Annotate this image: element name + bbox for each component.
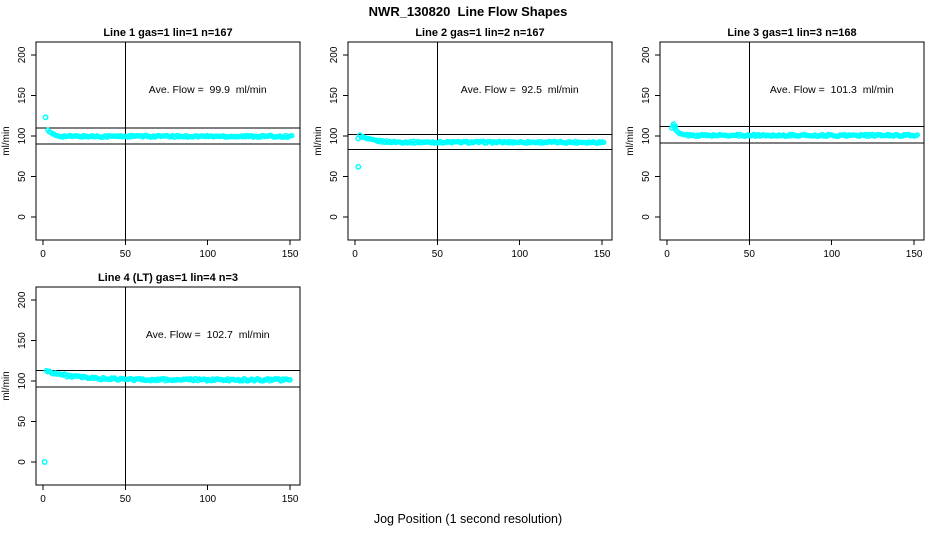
y-tick-label: 100 bbox=[329, 127, 340, 144]
x-tick-label: 0 bbox=[664, 249, 670, 260]
line-3-plot: Line 3 gas=1 lin=3 n=168 0 50 100 150 0 50 100 1… bbox=[625, 27, 925, 260]
panel-title: Line 1 gas=1 lin=1 n=167 bbox=[103, 27, 232, 39]
outlier-point bbox=[42, 114, 49, 121]
data-point bbox=[289, 132, 295, 139]
x-tick-label: 0 bbox=[352, 249, 358, 260]
data-point bbox=[601, 139, 607, 146]
plot-box bbox=[35, 41, 301, 241]
outlier-point bbox=[355, 163, 362, 170]
y-axis: 0 50 100 150 200 bbox=[329, 46, 348, 220]
x-tick-label: 0 bbox=[40, 494, 46, 505]
y-tick-label: 150 bbox=[17, 332, 28, 349]
x-tick-label: 150 bbox=[282, 249, 299, 260]
panel-line-3: Line 3 gas=1 lin=3 n=168 0 50 100 150 0 50 100 1… bbox=[624, 22, 936, 267]
y-tick-label: 50 bbox=[641, 170, 652, 182]
panel-title: Line 2 gas=1 lin=2 n=167 bbox=[415, 27, 544, 39]
x-axis: 0 50 100 150 bbox=[40, 485, 299, 505]
y-tick-label: 150 bbox=[17, 87, 28, 104]
y-tick-label: 100 bbox=[17, 372, 28, 389]
x-axis-outer-label: Jog Position (1 second resolution) bbox=[373, 512, 563, 526]
outlier-point bbox=[672, 123, 679, 130]
x-tick-label: 50 bbox=[744, 249, 756, 260]
y-tick-label: 100 bbox=[17, 127, 28, 144]
panel-line-1: Line 1 gas=1 lin=1 n=167 0 50 100 150 0 50 100 1… bbox=[0, 22, 312, 267]
ave-flow-annotation: Ave. Flow = 101.3 ml/min bbox=[770, 84, 894, 96]
x-tick-label: 150 bbox=[906, 249, 923, 260]
panel-title: Line 4 (LT) gas=1 lin=4 n=3 bbox=[98, 272, 238, 284]
x-tick-label: 150 bbox=[282, 494, 299, 505]
panel-line-4: Line 4 (LT) gas=1 lin=4 n=3 0 50 100 150 0 50 1… bbox=[0, 267, 312, 512]
x-tick-label: 50 bbox=[120, 494, 132, 505]
plot-box bbox=[659, 41, 925, 241]
x-tick-label: 100 bbox=[823, 249, 840, 260]
plot-box bbox=[35, 286, 301, 486]
y-tick-label: 150 bbox=[329, 87, 340, 104]
x-tick-label: 150 bbox=[594, 249, 611, 260]
plot-box bbox=[347, 41, 613, 241]
y-tick-label: 200 bbox=[641, 46, 652, 63]
y-tick-label: 50 bbox=[329, 170, 340, 182]
y-axis: 0 50 100 150 200 bbox=[641, 46, 660, 220]
data-point bbox=[287, 377, 293, 383]
figure-title: NWR_130820 Line Flow Shapes bbox=[368, 4, 568, 19]
data-point bbox=[914, 132, 921, 138]
x-tick-label: 50 bbox=[432, 249, 444, 260]
y-axis-label: ml/min bbox=[625, 126, 636, 155]
x-axis: 0 50 100 150 bbox=[40, 240, 299, 260]
x-tick-label: 50 bbox=[120, 249, 132, 260]
y-axis: 0 50 100 150 200 bbox=[17, 46, 36, 220]
y-tick-label: 0 bbox=[641, 214, 652, 220]
x-axis: 0 50 100 150 bbox=[664, 240, 923, 260]
y-axis-label: ml/min bbox=[313, 126, 324, 155]
data-points-layer bbox=[355, 132, 607, 170]
x-tick-label: 0 bbox=[40, 249, 46, 260]
y-tick-label: 0 bbox=[17, 459, 28, 465]
ave-flow-annotation: Ave. Flow = 102.7 ml/min bbox=[146, 329, 270, 341]
data-points-layer bbox=[668, 121, 921, 140]
outlier-point bbox=[41, 459, 48, 465]
y-tick-label: 50 bbox=[17, 415, 28, 427]
line-2-plot: Line 2 gas=1 lin=2 n=167 0 50 100 150 0 50 100 1… bbox=[313, 27, 613, 260]
x-tick-label: 100 bbox=[199, 494, 216, 505]
panel-line-2: Line 2 gas=1 lin=2 n=167 0 50 100 150 0 50 100 1… bbox=[312, 22, 624, 267]
line-4-plot: Line 4 (LT) gas=1 lin=4 n=3 0 50 100 150 0 50 1… bbox=[1, 272, 301, 505]
data-points-layer bbox=[42, 114, 295, 141]
y-tick-label: 100 bbox=[641, 127, 652, 144]
y-tick-label: 150 bbox=[641, 87, 652, 104]
y-tick-label: 50 bbox=[17, 170, 28, 182]
x-tick-label: 100 bbox=[199, 249, 216, 260]
x-tick-label: 100 bbox=[511, 249, 528, 260]
ave-flow-annotation: Ave. Flow = 92.5 ml/min bbox=[461, 84, 579, 96]
y-tick-label: 200 bbox=[329, 46, 340, 63]
x-axis: 0 50 100 150 bbox=[352, 240, 611, 260]
y-axis-label: ml/min bbox=[1, 371, 12, 400]
line-1-plot: Line 1 gas=1 lin=1 n=167 0 50 100 150 0 50 100 1… bbox=[1, 27, 301, 260]
y-axis: 0 50 100 150 200 bbox=[17, 291, 36, 465]
y-axis-label: ml/min bbox=[1, 126, 12, 155]
y-tick-label: 0 bbox=[329, 214, 340, 220]
y-tick-label: 200 bbox=[17, 291, 28, 308]
outlier-point bbox=[355, 135, 362, 142]
ave-flow-annotation: Ave. Flow = 99.9 ml/min bbox=[149, 84, 267, 96]
y-tick-label: 200 bbox=[17, 46, 28, 63]
data-points-layer bbox=[41, 367, 293, 465]
panel-title: Line 3 gas=1 lin=3 n=168 bbox=[727, 27, 856, 39]
y-tick-label: 0 bbox=[17, 214, 28, 220]
